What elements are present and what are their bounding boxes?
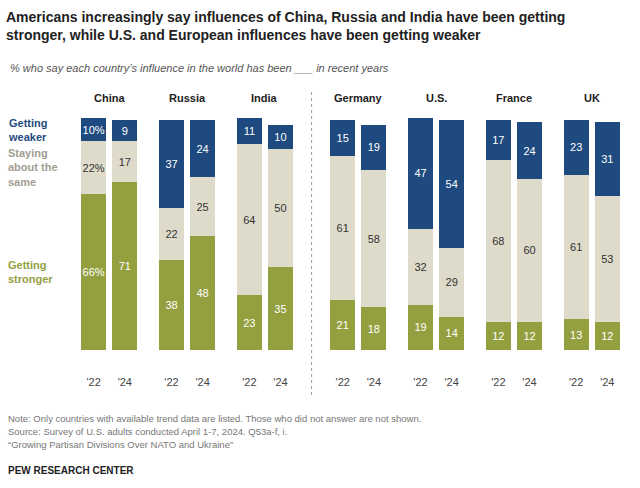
svg-text:53: 53 bbox=[601, 253, 613, 265]
svg-text:UK: UK bbox=[584, 92, 600, 104]
svg-text:'22: '22 bbox=[413, 376, 427, 388]
svg-text:Source: Survey of U.S. adults: Source: Survey of U.S. adults conducted … bbox=[8, 426, 287, 437]
svg-text:25: 25 bbox=[197, 201, 209, 213]
svg-text:32: 32 bbox=[414, 261, 426, 273]
svg-text:9: 9 bbox=[122, 125, 128, 137]
svg-text:Note: Only countries with avai: Note: Only countries with available tren… bbox=[8, 413, 421, 424]
svg-text:'24: '24 bbox=[522, 376, 536, 388]
svg-text:21: 21 bbox=[337, 319, 349, 331]
svg-text:'22: '22 bbox=[242, 376, 256, 388]
svg-text:'24: '24 bbox=[444, 376, 458, 388]
svg-text:11: 11 bbox=[244, 125, 255, 137]
svg-text:48: 48 bbox=[197, 287, 209, 299]
svg-text:35: 35 bbox=[274, 303, 286, 315]
svg-text:France: France bbox=[496, 92, 532, 104]
svg-text:19: 19 bbox=[368, 141, 380, 153]
svg-text:Gettingstronger: Gettingstronger bbox=[8, 259, 53, 285]
svg-text:India: India bbox=[251, 92, 278, 104]
svg-text:PEW RESEARCH CENTER: PEW RESEARCH CENTER bbox=[8, 465, 134, 476]
svg-text:24: 24 bbox=[197, 143, 209, 155]
svg-text:15: 15 bbox=[337, 132, 349, 144]
svg-text:22: 22 bbox=[165, 228, 177, 240]
svg-text:50: 50 bbox=[274, 202, 286, 214]
svg-text:64: 64 bbox=[243, 214, 255, 226]
svg-text:29: 29 bbox=[446, 276, 458, 288]
svg-text:38: 38 bbox=[165, 299, 177, 311]
svg-text:22%: 22% bbox=[83, 162, 105, 174]
svg-text:'22: '22 bbox=[336, 376, 350, 388]
svg-text:17: 17 bbox=[119, 156, 131, 168]
svg-text:% who say each country’s influ: % who say each country’s influence in th… bbox=[10, 62, 389, 74]
svg-text:31: 31 bbox=[601, 153, 613, 165]
svg-text:12: 12 bbox=[601, 330, 613, 342]
svg-text:Americans increasingly say inf: Americans increasingly say influences of… bbox=[6, 9, 565, 43]
svg-text:61: 61 bbox=[570, 241, 582, 253]
svg-text:19: 19 bbox=[414, 321, 426, 333]
svg-text:47: 47 bbox=[414, 167, 426, 179]
svg-text:Gettingweaker: Gettingweaker bbox=[8, 117, 48, 143]
svg-text:37: 37 bbox=[165, 158, 177, 170]
svg-text:“Growing Partisan Divisions Ov: “Growing Partisan Divisions Over NATO an… bbox=[8, 439, 233, 450]
svg-text:'22: '22 bbox=[87, 376, 101, 388]
svg-text:U.S.: U.S. bbox=[426, 92, 447, 104]
svg-text:12: 12 bbox=[492, 330, 504, 342]
svg-text:'24: '24 bbox=[367, 376, 381, 388]
svg-text:'24: '24 bbox=[273, 376, 287, 388]
svg-text:'24: '24 bbox=[600, 376, 614, 388]
svg-text:'22: '22 bbox=[491, 376, 505, 388]
svg-text:23: 23 bbox=[243, 317, 255, 329]
svg-text:10%: 10% bbox=[83, 124, 105, 136]
svg-text:54: 54 bbox=[446, 178, 458, 190]
svg-text:24: 24 bbox=[523, 145, 535, 157]
svg-text:Germany: Germany bbox=[334, 92, 383, 104]
svg-text:14: 14 bbox=[446, 327, 458, 339]
svg-text:60: 60 bbox=[523, 244, 535, 256]
svg-text:68: 68 bbox=[492, 235, 504, 247]
svg-text:Russia: Russia bbox=[169, 92, 206, 104]
svg-text:17: 17 bbox=[492, 134, 504, 146]
svg-text:'24: '24 bbox=[118, 376, 132, 388]
svg-text:10: 10 bbox=[274, 131, 286, 143]
svg-text:China: China bbox=[94, 92, 125, 104]
svg-text:66%: 66% bbox=[83, 266, 105, 278]
svg-text:'24: '24 bbox=[195, 376, 209, 388]
svg-text:12: 12 bbox=[523, 330, 535, 342]
svg-text:'22: '22 bbox=[164, 376, 178, 388]
svg-text:'22: '22 bbox=[569, 376, 583, 388]
svg-text:18: 18 bbox=[368, 323, 380, 335]
svg-text:23: 23 bbox=[570, 141, 582, 153]
svg-text:61: 61 bbox=[337, 222, 349, 234]
svg-text:58: 58 bbox=[368, 233, 380, 245]
svg-text:71: 71 bbox=[119, 260, 131, 272]
svg-text:Stayingabout thesame: Stayingabout thesame bbox=[8, 147, 58, 188]
svg-text:13: 13 bbox=[570, 329, 582, 341]
